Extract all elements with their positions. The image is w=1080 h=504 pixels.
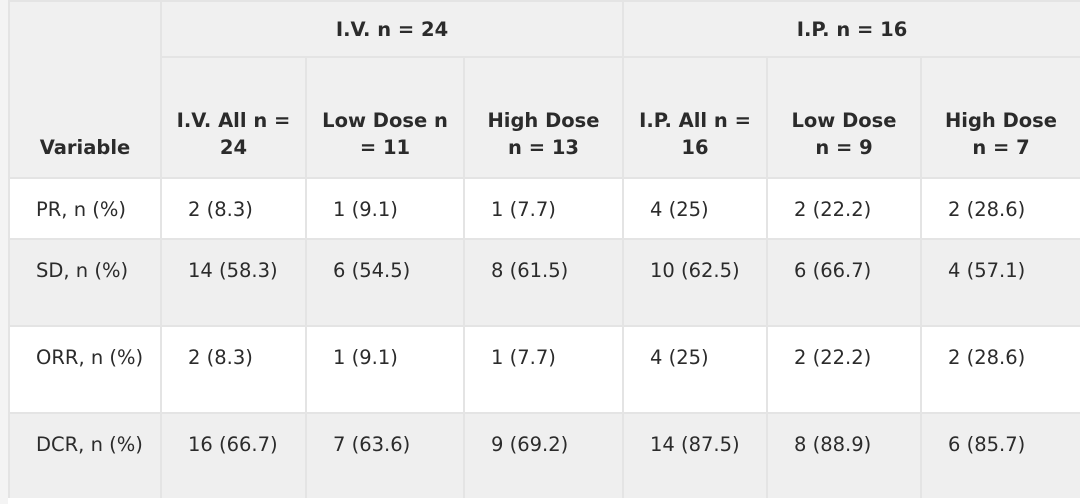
row-label: SD, n (%)	[8, 238, 162, 327]
cell: 4 (25)	[622, 177, 768, 240]
header-group-iv: I.V. n = 24	[160, 0, 624, 58]
table-bottom-edge	[8, 498, 1080, 504]
cell: 1 (9.1)	[305, 177, 465, 240]
table-row: SD, n (%) 14 (58.3) 6 (54.5) 8 (61.5) 10…	[8, 238, 1080, 327]
cell: 6 (85.7)	[919, 412, 1080, 501]
header-variable: Variable	[8, 0, 162, 179]
header-iv-all: I.V. All n = 24	[160, 56, 307, 179]
table-row: PR, n (%) 2 (8.3) 1 (9.1) 1 (7.7) 4 (25)…	[8, 177, 1080, 240]
cell: 1 (9.1)	[305, 325, 465, 414]
row-label: DCR, n (%)	[8, 412, 162, 501]
cell: 6 (54.5)	[305, 238, 465, 327]
cell: 9 (69.2)	[463, 412, 624, 501]
cell: 2 (8.3)	[160, 325, 307, 414]
results-table: Variable I.V. n = 24 I.P. n = 16 I.V. Al…	[8, 0, 1080, 501]
cell: 2 (28.6)	[919, 177, 1080, 240]
header-iv-high: High Dose n = 13	[463, 56, 624, 179]
cell: 6 (66.7)	[766, 238, 922, 327]
cell: 2 (28.6)	[919, 325, 1080, 414]
table-row: DCR, n (%) 16 (66.7) 7 (63.6) 9 (69.2) 1…	[8, 412, 1080, 501]
cell: 16 (66.7)	[160, 412, 307, 501]
cell: 7 (63.6)	[305, 412, 465, 501]
header-ip-high: High Dose n = 7	[919, 56, 1080, 179]
cell: 1 (7.7)	[463, 177, 624, 240]
cell: 10 (62.5)	[622, 238, 768, 327]
cell: 4 (25)	[622, 325, 768, 414]
cell: 14 (58.3)	[160, 238, 307, 327]
row-label: ORR, n (%)	[8, 325, 162, 414]
table-row: ORR, n (%) 2 (8.3) 1 (9.1) 1 (7.7) 4 (25…	[8, 325, 1080, 414]
cell: 2 (8.3)	[160, 177, 307, 240]
cell: 2 (22.2)	[766, 325, 922, 414]
cell: 1 (7.7)	[463, 325, 624, 414]
header-ip-all: I.P. All n = 16	[622, 56, 768, 179]
row-label: PR, n (%)	[8, 177, 162, 240]
cell: 4 (57.1)	[919, 238, 1080, 327]
cell: 8 (88.9)	[766, 412, 922, 501]
cell: 8 (61.5)	[463, 238, 624, 327]
header-iv-low: Low Dose n = 11	[305, 56, 465, 179]
cell: 2 (22.2)	[766, 177, 922, 240]
header-ip-low: Low Dose n = 9	[766, 56, 922, 179]
header-group-ip: I.P. n = 16	[621, 0, 1080, 58]
cell: 14 (87.5)	[622, 412, 768, 501]
